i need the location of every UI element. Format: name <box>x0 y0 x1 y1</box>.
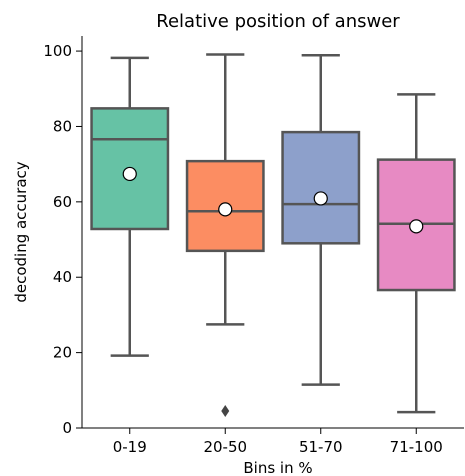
boxes <box>90 53 456 418</box>
outlier-marker <box>221 405 230 418</box>
box-0-19 <box>90 56 170 357</box>
x-axis-label: Bins in % <box>243 459 312 476</box>
box-20-50 <box>185 53 265 418</box>
y-tick-label: 100 <box>43 42 72 60</box>
y-axis-label: decoding accuracy <box>12 161 30 302</box>
x-tick-label: 20-50 <box>203 438 247 456</box>
iqr-box <box>281 130 361 245</box>
y-tick-label: 40 <box>53 268 72 286</box>
chart-title: Relative position of answer <box>156 11 400 32</box>
mean-marker <box>122 166 137 182</box>
mean-marker <box>409 219 424 234</box>
y-tick-label: 20 <box>53 344 72 362</box>
x-tick-label: 0-19 <box>113 438 147 456</box>
y-tick-label: 80 <box>53 117 72 135</box>
box-71-100 <box>376 93 456 414</box>
x-tick-label: 71-100 <box>390 438 443 456</box>
x-tick-label: 51-70 <box>299 438 343 456</box>
box-51-70 <box>281 53 361 386</box>
axes: 0 20 40 60 80 100 0-19 20-50 51-70 71-100 <box>43 36 464 456</box>
mean-marker <box>218 202 233 217</box>
y-tick-label: 60 <box>53 193 72 211</box>
mean-marker <box>313 191 328 206</box>
y-tick-label: 0 <box>62 419 72 437</box>
